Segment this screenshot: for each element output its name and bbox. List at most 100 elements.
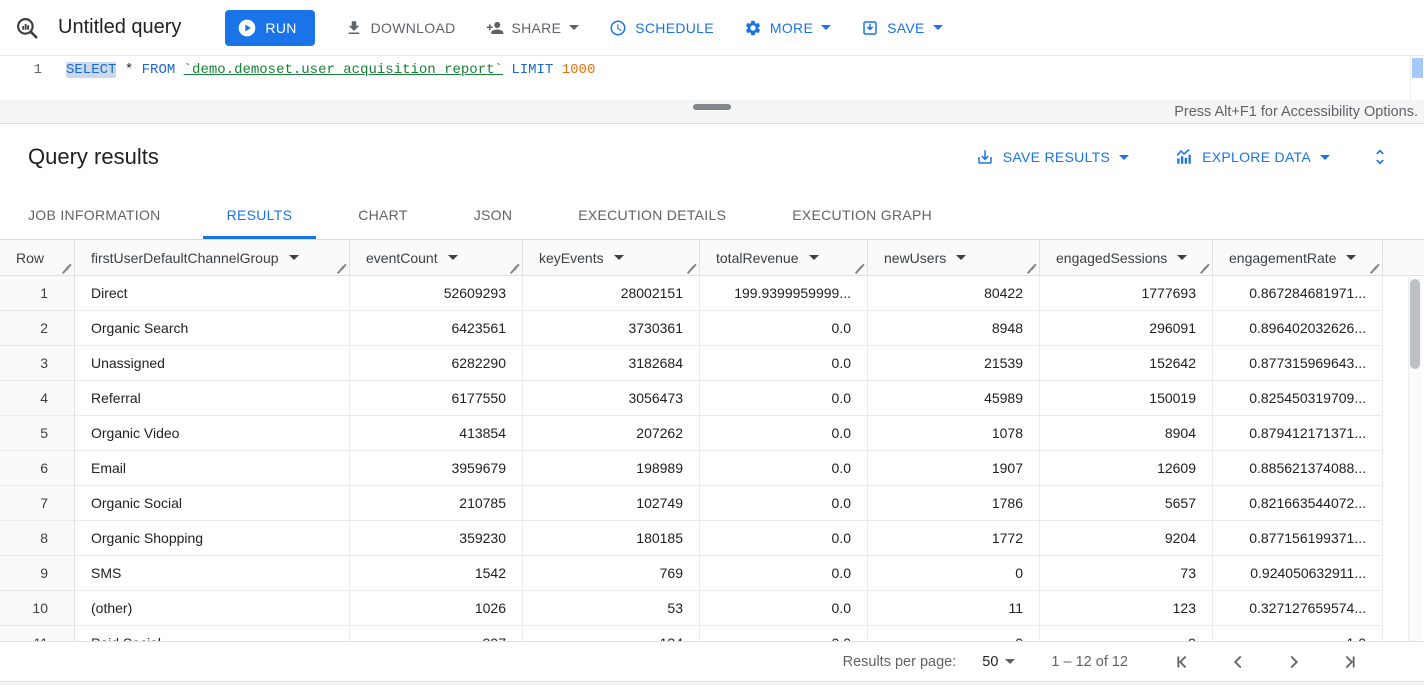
sql-editor[interactable]: 1 SELECT * FROM `demo.demoset.user_acqui… [0,56,1424,100]
table-cell: 1026 [350,591,523,626]
sql-code-line[interactable]: SELECT * FROM `demo.demoset.user_acquisi… [56,56,595,100]
table-cell: 1.0 [1213,626,1383,641]
chevron-left-icon [1233,655,1242,668]
column-header-engagedsessions[interactable]: engagedSessions [1040,240,1213,275]
table-cell: Email [75,451,350,486]
column-resize-handle-icon[interactable] [687,262,698,273]
table-cell: 5657 [1040,486,1213,521]
tab-results[interactable]: RESULTS [202,190,317,239]
collapse-results-button[interactable] [1370,147,1390,167]
column-menu-caret-icon[interactable] [1346,255,1357,260]
table-cell: Organic Video [75,416,350,451]
save-results-download-icon [978,150,992,164]
table-cell: Organic Shopping [75,521,350,556]
tab-job-information[interactable]: JOB INFORMATION [28,206,161,223]
editor-scrollbar[interactable] [1410,56,1424,100]
panel-resize-handle[interactable] [693,104,731,110]
editor-scrollbar-thumb[interactable] [1412,58,1423,78]
column-header-eventcount[interactable]: eventCount [350,240,523,275]
save-results-button[interactable]: SAVE RESULTS [976,148,1130,166]
more-button[interactable]: MORE [744,19,832,37]
column-menu-caret-icon[interactable] [1177,255,1188,260]
chevron-down-icon [1005,659,1016,664]
row-number: 4 [0,381,75,416]
last-page-button[interactable] [1338,650,1362,674]
sql-table-reference[interactable]: `demo.demoset.user_acquisition_report` [183,62,503,78]
column-menu-caret-icon[interactable] [447,255,458,260]
column-resize-handle-icon[interactable] [62,262,73,273]
explore-data-label: EXPLORE DATA [1202,149,1311,165]
sql-limit-value: 1000 [561,62,596,78]
bottom-strip [0,681,1424,685]
next-page-button[interactable] [1282,650,1306,674]
table-row: 4 Referral 6177550 3056473 0.0 45989 150019 0.8… [0,381,1424,416]
sql-keyword-from: FROM [141,62,176,78]
table-cell: 0 [868,556,1040,591]
column-resize-handle-icon[interactable] [1200,262,1211,273]
table-cell: 134 [523,626,700,641]
column-label: engagementRate [1229,249,1337,266]
column-resize-handle-icon[interactable] [337,262,348,273]
column-menu-caret-icon[interactable] [956,255,967,260]
row-number: 3 [0,346,75,381]
table-row: 8 Organic Shopping 359230 180185 0.0 1772 9204… [0,521,1424,556]
table-cell: 0.867284681971... [1213,276,1383,311]
chevron-down-icon [1320,154,1330,160]
row-number: 8 [0,521,75,556]
table-cell: 0.0 [700,486,868,521]
table-cell: 3182684 [523,346,700,381]
column-menu-caret-icon[interactable] [613,255,624,260]
column-header-row[interactable]: Row [0,240,75,275]
schedule-label: SCHEDULE [635,19,714,36]
table-cell: 0.877156199371... [1213,521,1383,556]
column-menu-caret-icon[interactable] [288,255,299,260]
column-resize-handle-icon[interactable] [1370,262,1381,273]
page-size-select[interactable]: 50 [982,654,1016,670]
column-resize-handle-icon[interactable] [510,262,521,273]
table-row: 3 Unassigned 6282290 3182684 0.0 21539 152642 0… [0,346,1424,381]
share-button[interactable]: SHARE [486,19,580,37]
table-cell: 0.877315969643... [1213,346,1383,381]
column-header-engagementrate[interactable]: engagementRate [1213,240,1383,275]
row-number: 7 [0,486,75,521]
table-cell: Paid Social [75,626,350,641]
tab-execution-details[interactable]: EXECUTION DETAILS [578,206,727,223]
column-header-firstuserdefaultchannelgroup[interactable]: firstUserDefaultChannelGroup [75,240,350,275]
schedule-button[interactable]: SCHEDULE [609,19,714,37]
table-cell: 0.879412171371... [1213,416,1383,451]
column-resize-handle-icon[interactable] [1027,262,1038,273]
query-tab-icon [17,17,38,39]
chevron-down-icon [821,25,832,30]
more-label: MORE [769,19,814,36]
column-resize-handle-icon[interactable] [855,262,866,273]
previous-page-button[interactable] [1226,650,1250,674]
save-button[interactable]: SAVE [861,19,943,37]
person-add-icon [486,21,503,34]
table-cell: 8904 [1040,416,1213,451]
table-cell: 8948 [868,311,1040,346]
table-cell: 0 [868,626,1040,641]
share-label: SHARE [511,19,562,36]
column-header-keyevents[interactable]: keyEvents [523,240,700,275]
results-tabs: JOB INFORMATION RESULTS CHART JSON EXECUTION… [0,190,1424,240]
tab-chart[interactable]: CHART [358,206,408,223]
column-header-totalrevenue[interactable]: totalRevenue [700,240,868,275]
download-button[interactable]: DOWNLOAD [345,19,456,37]
table-scrollbar-thumb[interactable] [1410,279,1420,369]
tab-execution-graph[interactable]: EXECUTION GRAPH [792,206,933,223]
first-page-button[interactable] [1170,650,1194,674]
table-scrollbar[interactable] [1408,277,1422,641]
run-button[interactable]: RUN [225,9,315,46]
column-menu-caret-icon[interactable] [808,255,819,260]
column-header-newusers[interactable]: newUsers [868,240,1040,275]
results-paginator: Results per page: 50 1 – 12 of 12 [0,641,1424,681]
tab-json[interactable]: JSON [473,206,513,223]
row-number: 2 [0,311,75,346]
gear-icon [745,20,760,35]
explore-data-button[interactable]: EXPLORE DATA [1175,148,1330,166]
results-title: Query results [28,144,159,169]
clock-icon [610,20,626,35]
line-number: 1 [33,62,42,78]
results-per-page-label: Results per page: [842,653,957,670]
